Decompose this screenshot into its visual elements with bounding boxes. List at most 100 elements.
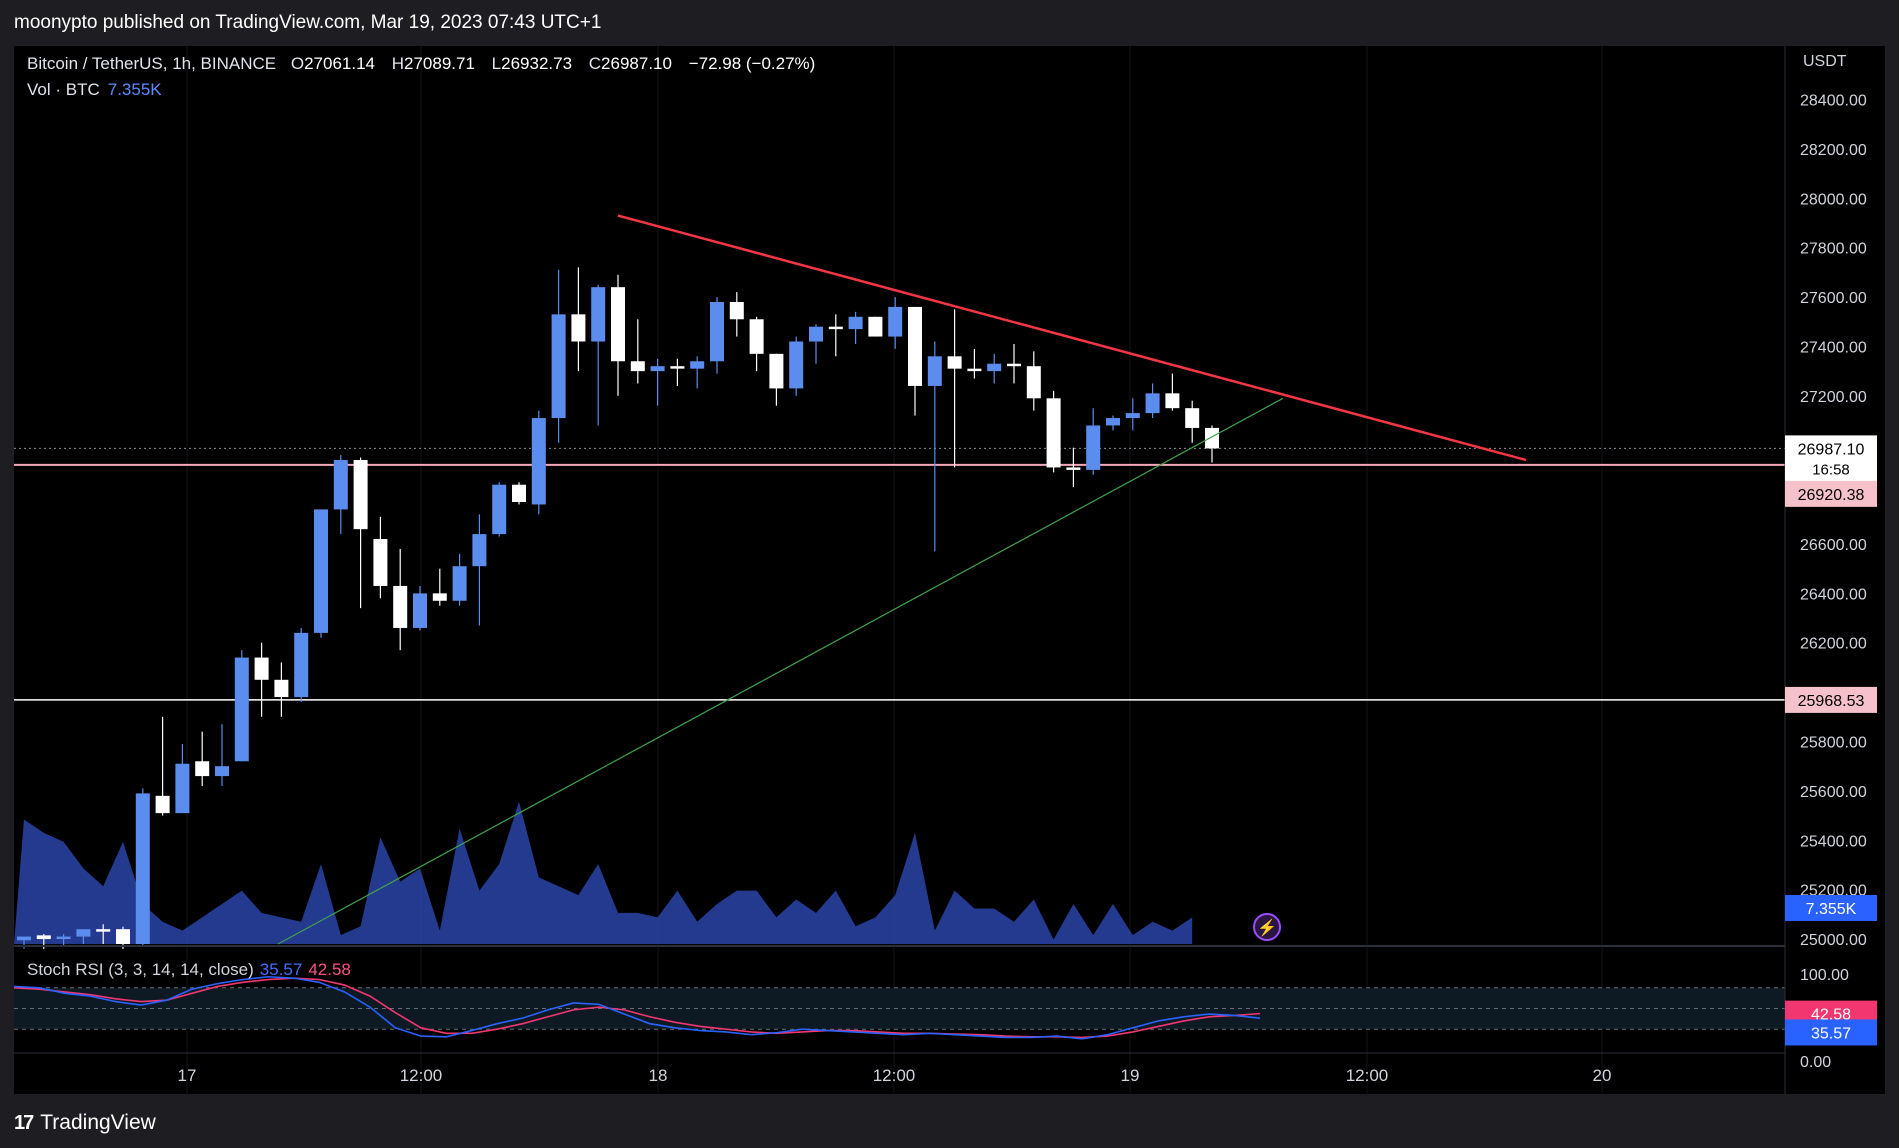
brand-name: TradingView [40, 1111, 156, 1134]
candle-body [492, 484, 507, 535]
candle-body [274, 679, 289, 698]
candle-body [432, 593, 447, 601]
candle-body [1145, 393, 1160, 414]
candle-body [17, 936, 31, 941]
support-trendline [277, 397, 1284, 945]
countdown-label: 16:58 [1812, 461, 1850, 478]
price-tick: 26400.00 [1800, 586, 1867, 603]
price-tick: 27400.00 [1800, 339, 1867, 356]
candle-body [670, 366, 685, 369]
candle-body [611, 287, 625, 362]
price-tick: 25600.00 [1800, 784, 1867, 801]
candle-body [828, 326, 843, 330]
candle-body [413, 593, 427, 628]
candle-body [1125, 413, 1140, 419]
candle-body [155, 795, 170, 814]
candle-body [1165, 393, 1180, 409]
candle-body [215, 766, 229, 777]
candle-body [769, 353, 784, 389]
rsi-tick-top: 100.00 [1800, 967, 1849, 984]
candle-body [294, 632, 309, 698]
rsi-k-axis-label-bg [1785, 1019, 1877, 1046]
price-tick: 25000.00 [1800, 932, 1867, 949]
time-tick: 17 [178, 1066, 197, 1085]
rsi-d-axis-label: 42.58 [1811, 1007, 1851, 1024]
candle-body [1046, 398, 1061, 468]
candle-body [947, 356, 962, 369]
candle-body [314, 509, 328, 633]
support-high-label-bg [1785, 480, 1877, 507]
candle-body [1026, 366, 1041, 399]
candle-body [175, 763, 190, 814]
volume-axis-label-bg [1785, 895, 1877, 921]
candle-body [254, 657, 269, 680]
symbol-name: Bitcoin / TetherUS, 1h, BINANCE [27, 54, 277, 73]
rsi-k-axis-label: 35.57 [1811, 1025, 1851, 1042]
candle-body [1086, 425, 1101, 470]
time-tick: 18 [649, 1066, 668, 1085]
high-label: H [391, 54, 405, 73]
candle-body [888, 306, 903, 337]
price-tick: 26600.00 [1800, 537, 1867, 554]
candle-body [56, 936, 71, 940]
candle-body [749, 319, 764, 354]
candle-body [1066, 467, 1081, 470]
candle-body [987, 363, 1002, 372]
candle-body [195, 761, 210, 777]
close-label: C [588, 54, 602, 73]
volume-value: 7.355K [107, 80, 162, 99]
price-tick: 25800.00 [1800, 735, 1867, 752]
candle-body [967, 368, 982, 372]
low-label: L [491, 54, 502, 73]
support-low-label-bg [1785, 686, 1877, 713]
candle-body [1205, 427, 1219, 449]
stoch-rsi-legend: Stoch RSI (3, 3, 14, 14, close) 35.57 42.5… [27, 960, 351, 980]
support-low-label: 25968.53 [1798, 693, 1865, 710]
volume-axis-label: 7.355K [1806, 901, 1857, 918]
publisher-bar: moonypto published on TradingView.com, M… [0, 0, 1899, 46]
price-tick: 27600.00 [1800, 290, 1867, 307]
footer-brand: 17 TradingView [14, 1108, 156, 1138]
publisher-text: moonypto published on TradingView.com, M… [14, 12, 602, 33]
time-tick: 20 [1593, 1066, 1612, 1085]
candle-body [1007, 363, 1021, 367]
candle-body [809, 326, 823, 342]
high-value: 27089.71 [404, 54, 475, 73]
candle-body [96, 929, 111, 932]
candle-body [512, 484, 526, 502]
time-tick: 12:00 [873, 1066, 916, 1085]
price-tick: 28000.00 [1800, 191, 1867, 208]
candle-body [729, 301, 744, 320]
candle-body [591, 287, 606, 342]
candle-body [116, 929, 130, 944]
price-tick: 28200.00 [1800, 142, 1867, 159]
candle-body [531, 418, 546, 505]
candle-body [393, 585, 408, 628]
candle-body [472, 534, 487, 567]
candle-body [908, 306, 922, 386]
symbol-legend: Bitcoin / TetherUS, 1h, BINANCE O27061.1… [27, 54, 827, 74]
candle-body [571, 314, 586, 342]
candle-body [551, 314, 566, 419]
candle-body [690, 361, 705, 369]
change-value: −72.98 (−0.27%) [688, 54, 816, 73]
stoch-rsi-k: 35.57 [259, 960, 303, 979]
candle-body [36, 935, 51, 940]
candle-body [353, 460, 368, 530]
candle-body [135, 793, 150, 944]
close-value: 26987.10 [601, 54, 672, 73]
price-tick: 26200.00 [1800, 636, 1867, 653]
resistance-trendline [617, 214, 1527, 462]
low-value: 26932.73 [501, 54, 573, 73]
lightning-icon[interactable]: ⚡ [1253, 913, 1281, 941]
last-price-bg [1785, 435, 1877, 482]
candle-body [234, 657, 249, 762]
volume-legend: Vol · BTC 7.355K [27, 80, 162, 100]
time-tick: 19 [1121, 1066, 1140, 1085]
candle-body [452, 566, 467, 601]
price-tick: 27800.00 [1800, 241, 1867, 258]
volume-area [14, 801, 1193, 944]
candle-body [789, 341, 804, 389]
candle-body [1185, 408, 1200, 428]
